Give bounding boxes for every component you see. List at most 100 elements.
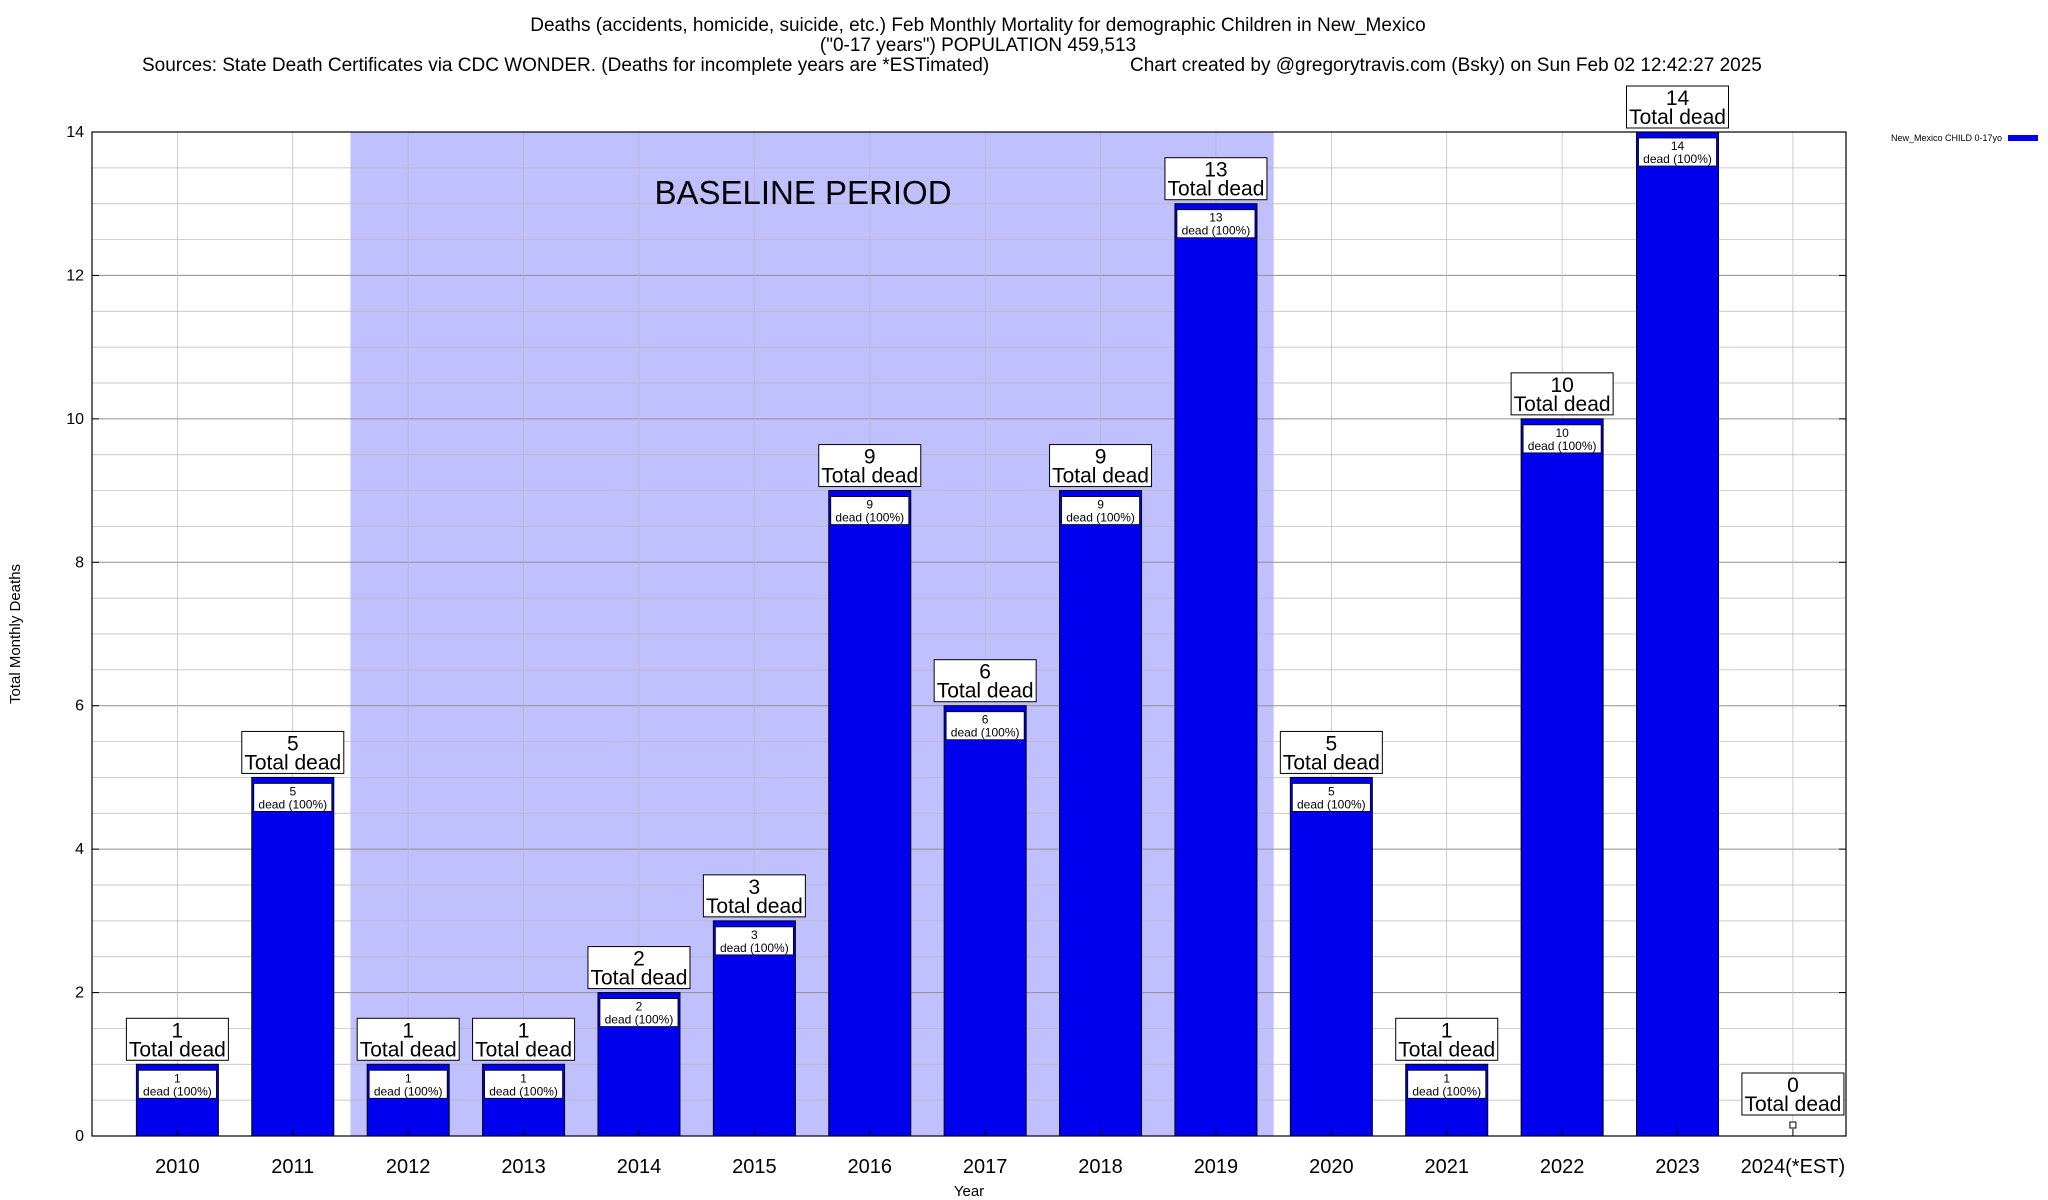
total-label-box-2018 xyxy=(1049,444,1153,488)
y-axis-label: Total Monthly Deaths xyxy=(7,564,24,704)
total-label-value-2022: 10 xyxy=(1550,374,1573,397)
inner-label-value-2014: 2 xyxy=(636,1000,643,1014)
total-label-text-2016: Total dead xyxy=(821,465,918,488)
total-label-text-2020: Total dead xyxy=(1283,751,1380,774)
x-axis-label: Year xyxy=(954,1183,984,1200)
inner-label-box-2016 xyxy=(830,496,910,525)
x-tick-label-2023: 2023 xyxy=(1655,1156,1700,1178)
x-tick-label-2018: 2018 xyxy=(1078,1156,1123,1178)
legend-swatch xyxy=(2008,135,2038,141)
legend-entry: New_Mexico CHILD 0-17yo xyxy=(1891,133,2002,143)
x-tick-label-2019: 2019 xyxy=(1194,1156,1239,1178)
total-label-value-2018: 9 xyxy=(1095,446,1107,469)
x-tick-label-2016: 2016 xyxy=(848,1156,893,1178)
total-label-text-2011: Total dead xyxy=(244,751,341,774)
total-label-text-2014: Total dead xyxy=(591,967,688,990)
inner-label-box-2019 xyxy=(1176,209,1256,239)
total-label-value-2015: 3 xyxy=(749,876,761,899)
total-label-text-2010: Total dead xyxy=(129,1038,226,1061)
total-label-value-2016: 9 xyxy=(864,446,876,469)
inner-label-box-2017 xyxy=(945,711,1025,741)
x-tick-label-2020: 2020 xyxy=(1309,1156,1354,1178)
x-tick-label-2010: 2010 xyxy=(155,1156,200,1178)
chart-subtitle: ("0-17 years") POPULATION 459,513 xyxy=(820,35,1136,56)
inner-label-box-2014 xyxy=(599,998,679,1027)
total-label-box-2015 xyxy=(702,874,806,918)
total-label-value-2023: 14 xyxy=(1666,87,1690,110)
inner-label-text-2018: dead (100%) xyxy=(1066,511,1135,525)
y-tick-label: 2 xyxy=(75,985,84,1002)
x-tick-label-2021: 2021 xyxy=(1424,1156,1469,1178)
bar-2020 xyxy=(1289,776,1373,1137)
inner-label-text-2015: dead (100%) xyxy=(720,941,789,955)
inner-label-value-2011: 5 xyxy=(289,784,296,798)
total-label-value-2024(*EST): 0 xyxy=(1787,1074,1799,1097)
total-label-value-2010: 1 xyxy=(172,1019,184,1042)
y-tick-label: 12 xyxy=(66,267,84,284)
total-label-text-2013: Total dead xyxy=(475,1038,572,1061)
inner-label-value-2012: 1 xyxy=(405,1071,412,1085)
total-label-box-2010 xyxy=(125,1017,229,1061)
total-label-text-2024(*EST): Total dead xyxy=(1744,1093,1841,1116)
total-label-value-2011: 5 xyxy=(287,732,299,755)
x-tick-label-2024(*EST): 2024(*EST) xyxy=(1741,1156,1846,1178)
inner-label-value-2023: 14 xyxy=(1671,139,1685,153)
inner-label-box-2013 xyxy=(484,1069,563,1099)
inner-label-value-2015: 3 xyxy=(751,928,758,942)
inner-label-box-2012 xyxy=(368,1069,448,1099)
inner-label-text-2023: dead (100%) xyxy=(1643,152,1712,166)
bar-2017 xyxy=(943,705,1027,1137)
inner-label-box-2020 xyxy=(1291,783,1371,812)
total-label-value-2019: 13 xyxy=(1204,159,1227,182)
total-label-text-2015: Total dead xyxy=(706,895,803,918)
total-label-box-2020 xyxy=(1279,730,1383,774)
inner-label-value-2022: 10 xyxy=(1555,426,1569,440)
total-label-text-2023: Total dead xyxy=(1629,106,1726,129)
x-tick-label-2014: 2014 xyxy=(617,1156,662,1178)
y-tick-label: 0 xyxy=(75,1128,84,1145)
total-label-box-2014 xyxy=(587,946,691,990)
bar-2011 xyxy=(251,776,335,1137)
inner-label-box-2018 xyxy=(1061,496,1140,525)
x-tick-label-2015: 2015 xyxy=(732,1156,777,1178)
inner-label-value-2021: 1 xyxy=(1443,1071,1450,1085)
chart-credit: Chart created by @gregorytravis.com (Bsk… xyxy=(1130,55,1762,76)
inner-label-box-2015 xyxy=(714,926,794,956)
total-label-text-2018: Total dead xyxy=(1052,465,1149,488)
inner-label-text-2016: dead (100%) xyxy=(835,511,904,525)
total-label-box-2022 xyxy=(1510,372,1614,416)
total-label-box-2012 xyxy=(356,1017,460,1061)
inner-label-value-2016: 9 xyxy=(866,498,873,512)
y-tick-label: 4 xyxy=(75,841,84,858)
inner-label-value-2020: 5 xyxy=(1328,784,1335,798)
chart-title: Deaths (accidents, homicide, suicide, et… xyxy=(530,15,1426,36)
inner-label-text-2010: dead (100%) xyxy=(143,1084,212,1098)
inner-label-text-2019: dead (100%) xyxy=(1182,224,1251,238)
inner-label-text-2011: dead (100%) xyxy=(258,797,327,811)
inner-label-text-2020: dead (100%) xyxy=(1297,797,1366,811)
inner-label-box-2010 xyxy=(137,1069,217,1099)
total-label-box-2013 xyxy=(472,1017,576,1061)
inner-label-value-2010: 1 xyxy=(174,1071,181,1085)
x-tick-label-2022: 2022 xyxy=(1540,1156,1585,1178)
bar-2023 xyxy=(1636,131,1720,1137)
inner-label-value-2013: 1 xyxy=(520,1071,527,1085)
inner-label-value-2017: 6 xyxy=(982,713,989,727)
chart-source: Sources: State Death Certificates via CD… xyxy=(142,55,989,76)
y-tick-label: 8 xyxy=(75,554,84,571)
total-label-box-2017 xyxy=(933,659,1037,703)
inner-label-text-2021: dead (100%) xyxy=(1412,1084,1481,1098)
inner-label-box-2022 xyxy=(1522,424,1602,454)
total-label-value-2017: 6 xyxy=(979,661,991,684)
y-tick-label: 14 xyxy=(66,124,84,141)
y-tick-label: 10 xyxy=(66,411,84,428)
total-label-text-2019: Total dead xyxy=(1167,178,1264,201)
x-tick-label-2012: 2012 xyxy=(386,1156,431,1178)
bar-2016 xyxy=(828,490,912,1137)
bar-2022 xyxy=(1520,418,1604,1137)
inner-label-text-2022: dead (100%) xyxy=(1528,439,1597,453)
total-label-text-2021: Total dead xyxy=(1398,1038,1495,1061)
